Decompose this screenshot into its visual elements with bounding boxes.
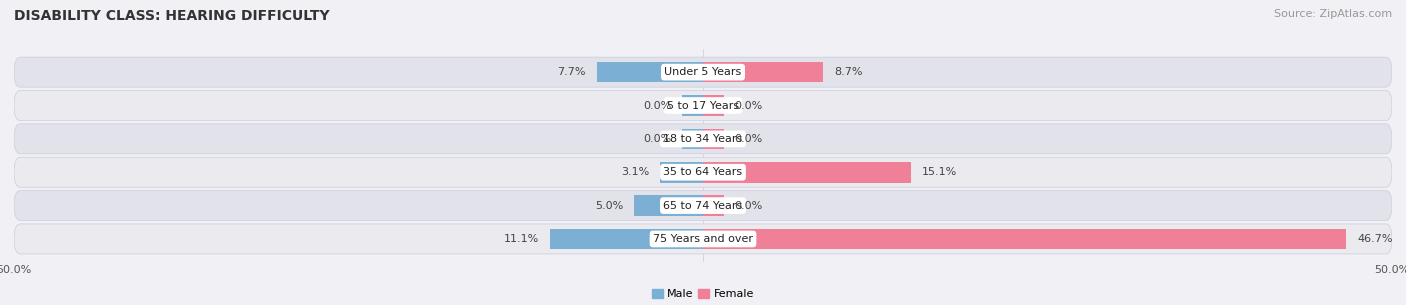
Text: 0.0%: 0.0% — [735, 201, 763, 210]
Bar — [550, 229, 703, 249]
FancyBboxPatch shape — [14, 157, 1392, 187]
Bar — [703, 229, 1347, 249]
Text: Source: ZipAtlas.com: Source: ZipAtlas.com — [1274, 9, 1392, 19]
Text: 75 Years and over: 75 Years and over — [652, 234, 754, 244]
Text: 0.0%: 0.0% — [735, 134, 763, 144]
FancyBboxPatch shape — [14, 224, 1392, 254]
Text: 35 to 64 Years: 35 to 64 Years — [664, 167, 742, 177]
Bar — [703, 128, 724, 149]
Text: 0.0%: 0.0% — [643, 101, 671, 110]
Text: 3.1%: 3.1% — [621, 167, 650, 177]
Bar — [703, 162, 911, 183]
Text: 46.7%: 46.7% — [1358, 234, 1393, 244]
Text: 0.0%: 0.0% — [643, 134, 671, 144]
Text: 11.1%: 11.1% — [503, 234, 538, 244]
Bar — [598, 62, 703, 82]
Text: 5.0%: 5.0% — [595, 201, 623, 210]
Bar — [682, 95, 703, 116]
Bar — [682, 128, 703, 149]
Text: 65 to 74 Years: 65 to 74 Years — [664, 201, 742, 210]
FancyBboxPatch shape — [14, 191, 1392, 221]
Bar — [634, 195, 703, 216]
Text: DISABILITY CLASS: HEARING DIFFICULTY: DISABILITY CLASS: HEARING DIFFICULTY — [14, 9, 329, 23]
Bar — [661, 162, 703, 183]
Legend: Male, Female: Male, Female — [647, 284, 759, 304]
Text: 15.1%: 15.1% — [922, 167, 957, 177]
Bar — [703, 62, 823, 82]
Text: Under 5 Years: Under 5 Years — [665, 67, 741, 77]
Bar — [703, 195, 724, 216]
FancyBboxPatch shape — [14, 91, 1392, 120]
Text: 8.7%: 8.7% — [834, 67, 862, 77]
FancyBboxPatch shape — [14, 124, 1392, 154]
Text: 0.0%: 0.0% — [735, 101, 763, 110]
Bar — [703, 95, 724, 116]
FancyBboxPatch shape — [14, 57, 1392, 87]
Text: 18 to 34 Years: 18 to 34 Years — [664, 134, 742, 144]
Text: 7.7%: 7.7% — [557, 67, 586, 77]
Text: 5 to 17 Years: 5 to 17 Years — [666, 101, 740, 110]
